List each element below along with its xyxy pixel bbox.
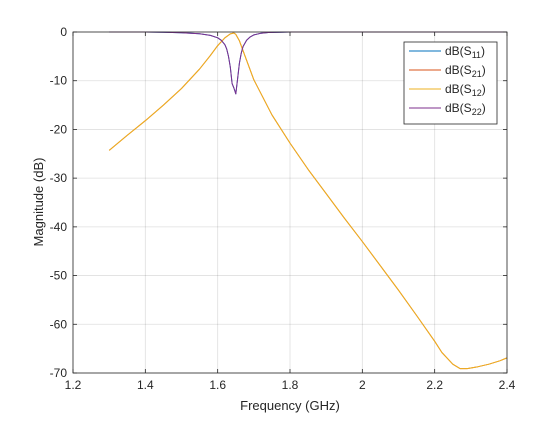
ticks: [72, 31, 508, 374]
x-tick-label: 1.8: [282, 378, 299, 392]
tick-labels: 1.2 1.4 1.6 1.8 2 2.2 2.4 0 -10 -20 -30 -40 -50 -60 -7…: [50, 25, 516, 392]
series-line-s22: [109, 31, 507, 95]
y-tick-label: -50: [50, 269, 68, 283]
legend-label-s21: dB(S21): [445, 63, 486, 79]
y-tick-label: -20: [50, 122, 68, 136]
legend[interactable]: dB(S11) dB(S21) dB(S12) dB(S22): [403, 41, 498, 125]
legend-items: dB(S11) dB(S21) dB(S12) dB(S22): [409, 44, 486, 117]
x-tick-label: 1.4: [137, 378, 154, 392]
x-tick-label: 2: [359, 378, 366, 392]
y-tick-label: -60: [50, 317, 68, 331]
y-axis-label: Magnitude (dB): [31, 158, 46, 247]
y-tick-label: -70: [50, 366, 68, 380]
x-tick-label: 2.4: [499, 378, 516, 392]
legend-label-s22: dB(S22): [445, 101, 486, 117]
x-tick-label: 1.2: [65, 378, 82, 392]
legend-label-s12: dB(S12): [445, 82, 486, 98]
y-tick-label: 0: [60, 25, 67, 39]
y-tick-label: -30: [50, 171, 68, 185]
legend-label-s11: dB(S11): [445, 44, 485, 60]
y-tick-label: -10: [50, 74, 68, 88]
x-tick-label: 1.6: [209, 378, 226, 392]
y-tick-label: -40: [50, 220, 68, 234]
x-tick-label: 2.2: [426, 378, 443, 392]
series-line-s12: [108, 32, 508, 370]
series-layer: [108, 31, 508, 370]
legend-box: [403, 41, 498, 125]
x-axis-label: Frequency (GHz): [240, 398, 340, 413]
